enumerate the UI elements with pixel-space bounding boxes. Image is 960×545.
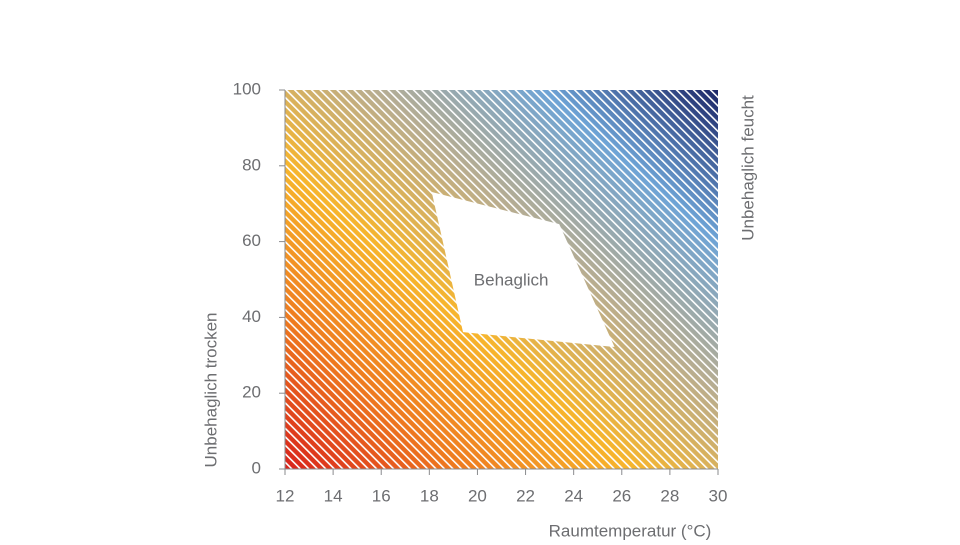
comfort-region (431, 191, 615, 347)
region-label: Behaglich (474, 270, 549, 289)
x-tick-label: 16 (372, 486, 391, 505)
x-tick-label: 26 (612, 486, 631, 505)
y-tick-label: 0 (252, 458, 261, 477)
x-tick-label: 14 (324, 486, 343, 505)
x-tick-label: 22 (516, 486, 535, 505)
y2-axis-label: Unbehaglich feucht (738, 95, 757, 241)
x-tick-label: 28 (660, 486, 679, 505)
y-tick-label: 80 (242, 155, 261, 174)
y-tick-label: 60 (242, 231, 261, 250)
x-tick-label: 20 (468, 486, 487, 505)
x-tick-label: 30 (709, 486, 728, 505)
x-axis-label: Raumtemperatur (°C) (549, 521, 712, 540)
x-tick-label: 18 (420, 486, 439, 505)
y-tick-label: 20 (242, 383, 261, 402)
y-tick-label: 100 (233, 79, 261, 98)
y-tick-label: 40 (242, 307, 261, 326)
x-tick-label: 24 (564, 486, 583, 505)
x-tick-label: 12 (276, 486, 295, 505)
y-axis-label: Unbehaglich trocken (201, 313, 220, 468)
